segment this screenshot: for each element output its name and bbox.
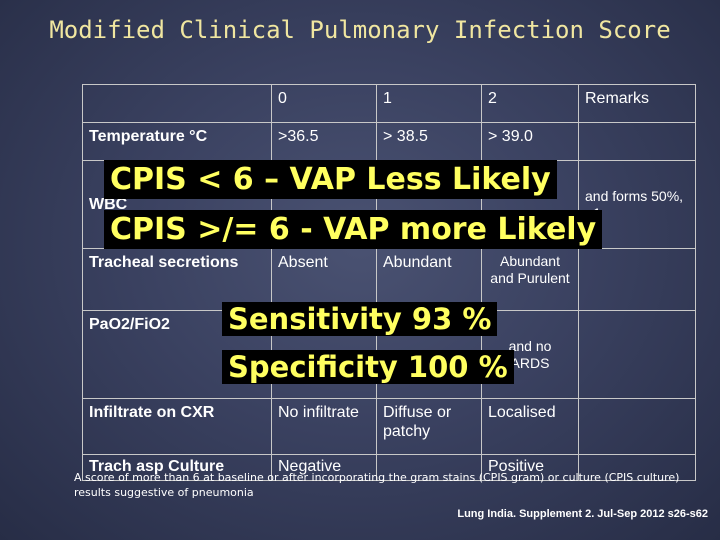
cpis-more-likely-banner: CPIS >/= 6 - VAP more Likely	[104, 210, 603, 249]
row-label-trach-asp-culture: Trach asp Culture	[82, 453, 272, 482]
sensitivity-banner: Sensitivity 93 %	[222, 302, 498, 336]
header-score-0: 0	[271, 84, 377, 123]
cell-infiltrate-1: Diffuse or patchy	[376, 398, 482, 455]
cell-temperature-2: > 39.0	[481, 122, 579, 161]
slide-title: Modified Clinical Pulmonary Infection Sc…	[49, 16, 671, 44]
table-row: Trach asp Culture Negative Positive	[82, 453, 696, 482]
cell-secretions-remarks	[578, 248, 696, 311]
cell-temperature-remarks	[578, 122, 696, 161]
cell-pao2-remarks	[578, 310, 696, 399]
cell-culture-remarks	[578, 453, 696, 482]
score-footnote: A score of more than 6 at baseline or af…	[74, 471, 680, 499]
cpis-less-likely-banner: CPIS < 6 – VAP Less Likely	[104, 160, 557, 199]
cpis-table: 0 1 2 Remarks Temperature °C >36.5 > 38.…	[82, 84, 696, 482]
header-empty-cell	[82, 84, 272, 123]
cell-culture-2: Positive	[481, 453, 579, 482]
cell-culture-0: Negative	[271, 453, 377, 482]
row-label-tracheal-secretions: Tracheal secretions	[82, 248, 272, 311]
cell-infiltrate-0: No infiltrate	[271, 398, 377, 455]
header-score-2: 2	[481, 84, 579, 123]
row-label-temperature: Temperature °C	[82, 122, 272, 161]
cell-secretions-1: Abundant	[376, 248, 482, 311]
table-row: Tracheal secretions Absent Abundant Abun…	[82, 248, 696, 311]
cell-temperature-1: > 38.5	[376, 122, 482, 161]
table-row: Temperature °C >36.5 > 38.5 > 39.0	[82, 122, 696, 161]
specificity-banner: Specificity 100 %	[222, 350, 514, 384]
header-remarks: Remarks	[578, 84, 696, 123]
cell-infiltrate-remarks	[578, 398, 696, 455]
cell-secretions-2: Abundant and Purulent	[481, 248, 579, 311]
table-row: Infiltrate on CXR No infiltrate Diffuse …	[82, 398, 696, 455]
row-label-infiltrate: Infiltrate on CXR	[82, 398, 272, 455]
table-header-row: 0 1 2 Remarks	[82, 84, 696, 123]
citation: Lung India. Supplement 2. Jul-Sep 2012 s…	[457, 508, 708, 520]
cell-infiltrate-2: Localised	[481, 398, 579, 455]
cell-temperature-0: >36.5	[271, 122, 377, 161]
cell-culture-1	[376, 453, 482, 482]
header-score-1: 1	[376, 84, 482, 123]
